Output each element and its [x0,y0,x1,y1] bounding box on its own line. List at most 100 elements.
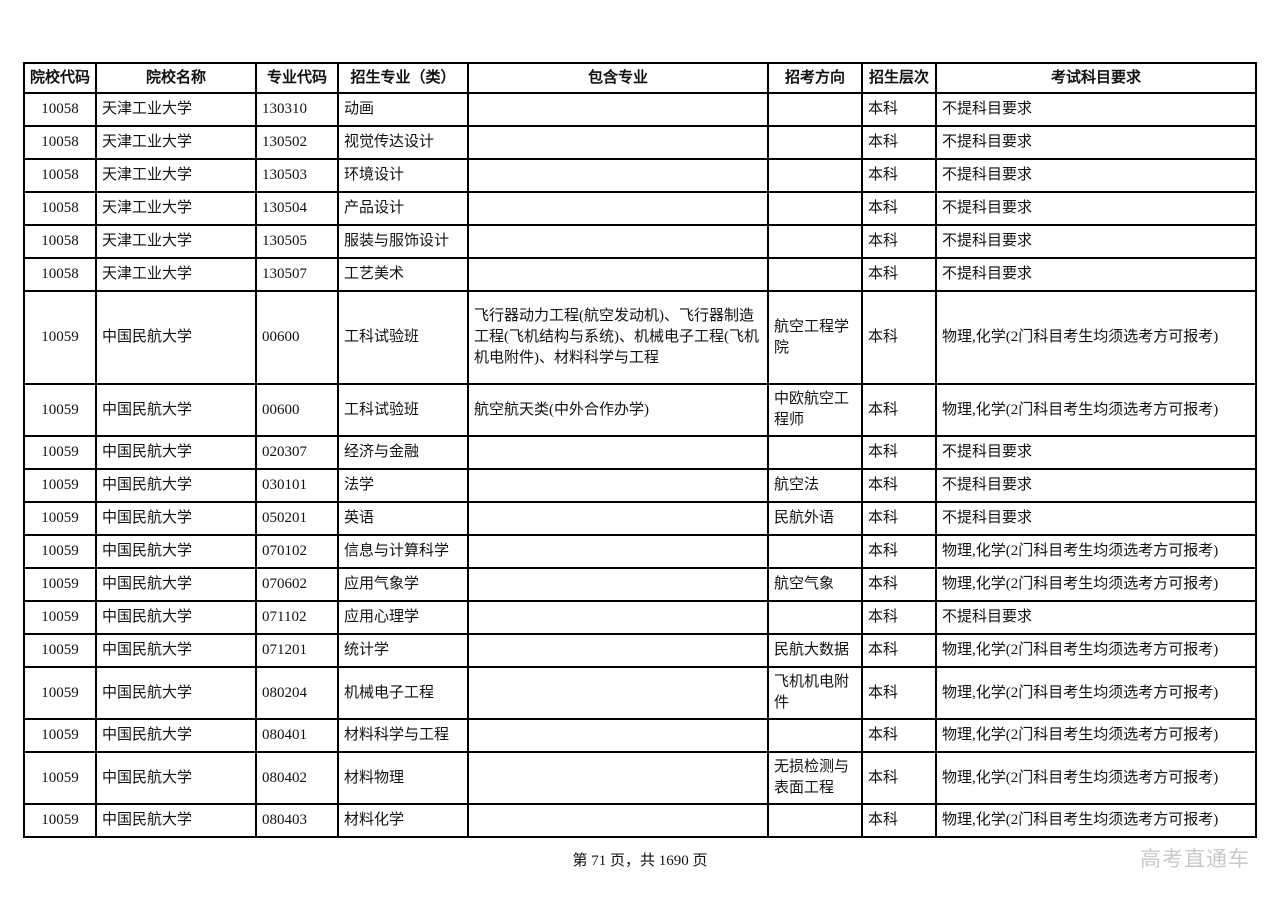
table-cell: 天津工业大学 [95,92,257,127]
table-cell [467,534,769,569]
table-cell: 视觉传达设计 [337,125,469,160]
table-cell: 中国民航大学 [95,435,257,470]
table-cell: 10059 [23,751,97,805]
table-cell: 本科 [861,92,937,127]
table-cell: 中国民航大学 [95,803,257,838]
table-cell [467,633,769,668]
table-cell [467,125,769,160]
table-cell: 航空法 [767,468,863,503]
admissions-table: 院校代码 院校名称 专业代码 招生专业（类） 包含专业 招考方向 招生层次 考试科目要求 10… [23,62,1257,838]
table-cell: 本科 [861,290,937,385]
table-cell: 本科 [861,633,937,668]
table-row: 10058 天津工业大学 130503 环境设计 本科 不提科目要求 [23,158,1257,193]
table-cell: 民航外语 [767,501,863,536]
table-cell: 产品设计 [337,191,469,226]
table-cell: 中国民航大学 [95,600,257,635]
table-cell: 飞行器动力工程(航空发动机)、飞行器制造工程(飞机结构与系统)、机械电子工程(飞… [467,290,769,385]
table-cell: 物理,化学(2门科目考生均须选考方可报考) [935,567,1257,602]
table-cell: 统计学 [337,633,469,668]
table-cell: 中国民航大学 [95,633,257,668]
table-cell: 物理,化学(2门科目考生均须选考方可报考) [935,803,1257,838]
table-cell: 030101 [255,468,339,503]
table-cell: 民航大数据 [767,633,863,668]
table-body: 10058 天津工业大学 130310 动画 本科 不提科目要求 10058 天津工业大学 13… [23,92,1257,838]
header-cell-7: 考试科目要求 [935,62,1257,94]
table-cell [767,718,863,753]
table-cell: 020307 [255,435,339,470]
table-cell [767,435,863,470]
table-cell: 10058 [23,125,97,160]
table-cell: 130505 [255,224,339,259]
header-cell-0: 院校代码 [23,62,97,94]
table-cell: 物理,化学(2门科目考生均须选考方可报考) [935,666,1257,720]
table-cell: 080402 [255,751,339,805]
table-cell: 本科 [861,600,937,635]
table-cell: 10059 [23,383,97,437]
table-cell: 00600 [255,383,339,437]
table-cell: 不提科目要求 [935,435,1257,470]
table-cell: 天津工业大学 [95,191,257,226]
table-row: 10058 天津工业大学 130505 服装与服饰设计 本科 不提科目要求 [23,224,1257,259]
table-cell: 工艺美术 [337,257,469,292]
table-cell: 10058 [23,257,97,292]
table-cell: 英语 [337,501,469,536]
table-cell [767,257,863,292]
header-cell-2: 专业代码 [255,62,339,94]
table-cell [467,224,769,259]
table-cell: 本科 [861,383,937,437]
table-cell: 本科 [861,468,937,503]
table-cell [467,257,769,292]
table-cell [767,224,863,259]
table-cell: 物理,化学(2门科目考生均须选考方可报考) [935,290,1257,385]
table-cell: 不提科目要求 [935,600,1257,635]
table-cell: 10058 [23,158,97,193]
table-cell: 中国民航大学 [95,567,257,602]
table-cell [467,751,769,805]
table-cell: 本科 [861,224,937,259]
table-cell: 130310 [255,92,339,127]
table-cell: 无损检测与表面工程 [767,751,863,805]
table-cell: 本科 [861,125,937,160]
table-row: 10058 天津工业大学 130507 工艺美术 本科 不提科目要求 [23,257,1257,292]
header-cell-3: 招生专业（类） [337,62,469,94]
table-cell [467,666,769,720]
table-cell: 不提科目要求 [935,125,1257,160]
table-header-row: 院校代码 院校名称 专业代码 招生专业（类） 包含专业 招考方向 招生层次 考试科目要求 [23,62,1257,94]
table-cell: 中国民航大学 [95,751,257,805]
header-cell-6: 招生层次 [861,62,937,94]
table-row: 10059 中国民航大学 071201 统计学 民航大数据 本科 物理,化学(2门科目考生均… [23,633,1257,668]
table-cell: 10059 [23,534,97,569]
table-cell: 不提科目要求 [935,191,1257,226]
header-cell-4: 包含专业 [467,62,769,94]
table-cell: 130507 [255,257,339,292]
table-cell: 物理,化学(2门科目考生均须选考方可报考) [935,383,1257,437]
table-cell: 070102 [255,534,339,569]
table-cell: 本科 [861,435,937,470]
table-cell: 10058 [23,224,97,259]
table-cell: 080401 [255,718,339,753]
table-cell: 10059 [23,718,97,753]
table-cell: 中欧航空工程师 [767,383,863,437]
table-cell: 天津工业大学 [95,158,257,193]
table-row: 10059 中国民航大学 070102 信息与计算科学 本科 物理,化学(2门科目考生均须… [23,534,1257,569]
table-row: 10059 中国民航大学 020307 经济与金融 本科 不提科目要求 [23,435,1257,470]
table-cell [767,92,863,127]
table-cell: 中国民航大学 [95,666,257,720]
table-cell: 中国民航大学 [95,468,257,503]
table-cell: 中国民航大学 [95,718,257,753]
table-cell [767,600,863,635]
table-cell: 071201 [255,633,339,668]
table-cell: 应用气象学 [337,567,469,602]
table-cell: 10059 [23,666,97,720]
table-cell: 080204 [255,666,339,720]
table-cell: 天津工业大学 [95,257,257,292]
table-cell: 本科 [861,803,937,838]
table-row: 10059 中国民航大学 080402 材料物理 无损检测与表面工程 本科 物理,化学(2门… [23,751,1257,805]
table-cell: 本科 [861,501,937,536]
table-cell: 航空航天类(中外合作办学) [467,383,769,437]
table-cell: 法学 [337,468,469,503]
table-cell [467,191,769,226]
table-cell: 本科 [861,191,937,226]
table-cell [767,534,863,569]
table-cell [467,92,769,127]
